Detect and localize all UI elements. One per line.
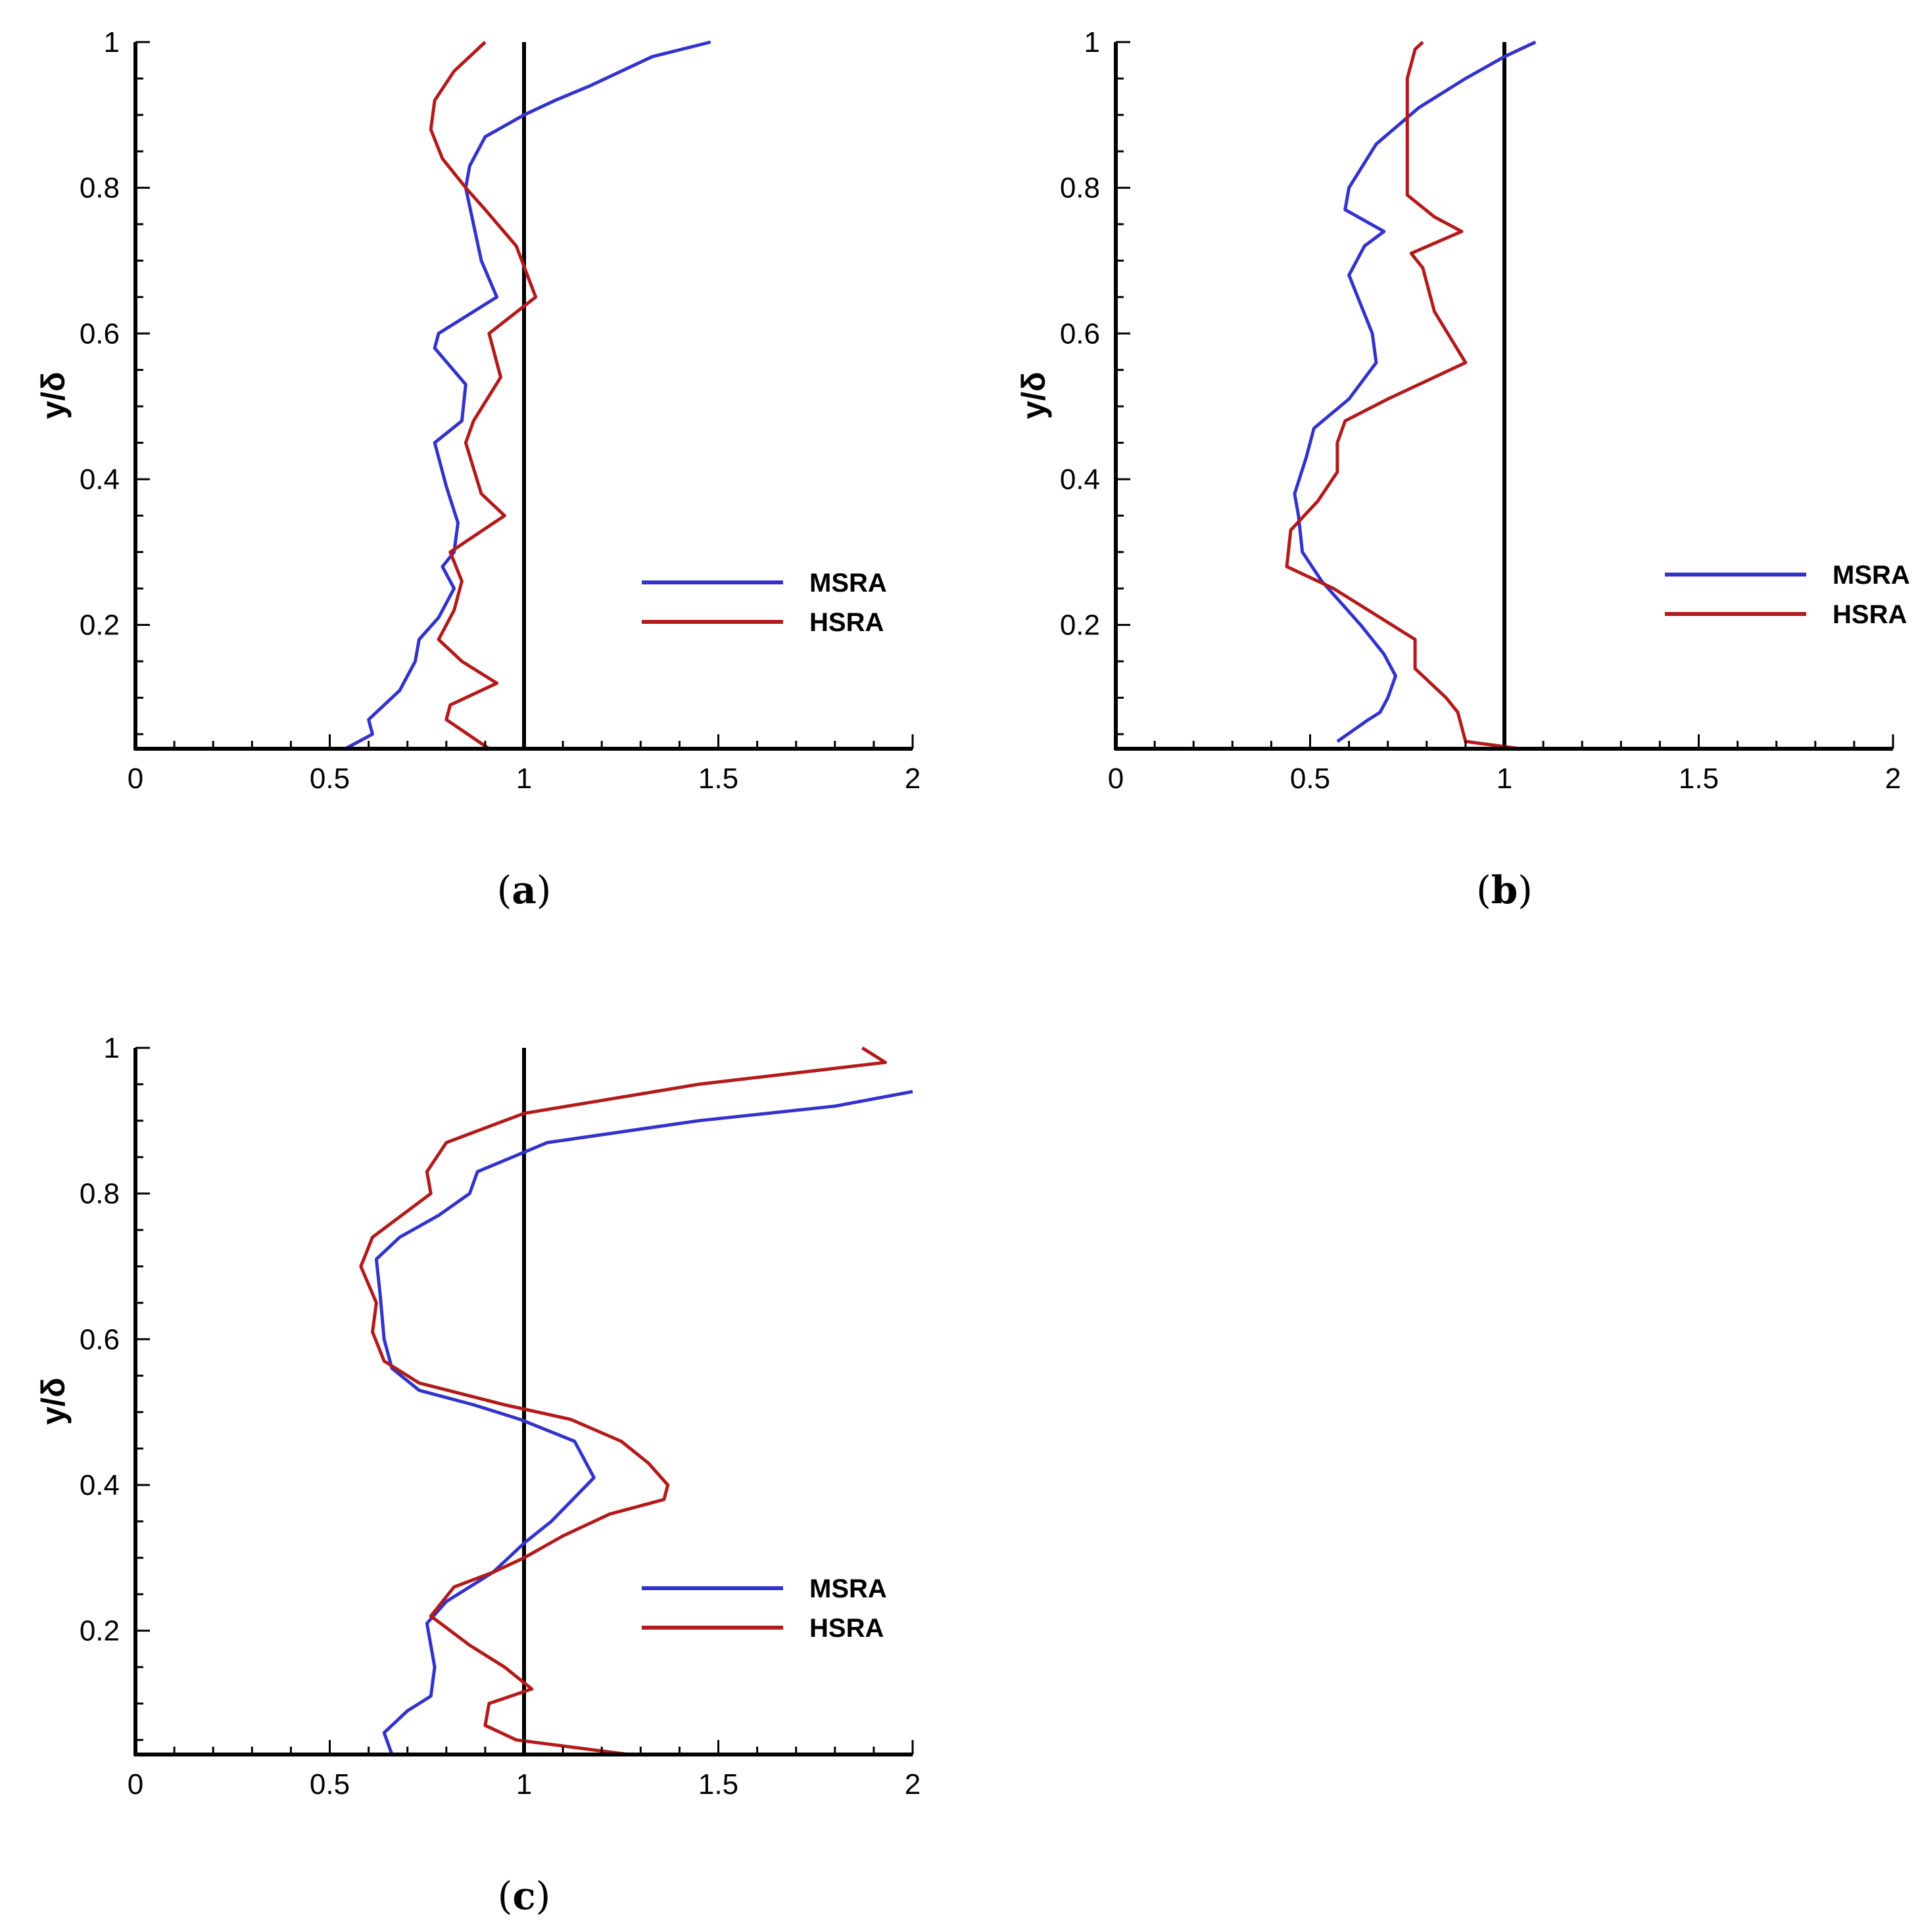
x-tick-label: 1.5 [1679, 763, 1719, 795]
x-tick-label: 0.5 [1290, 763, 1330, 795]
series-line-hsra [359, 1046, 888, 1756]
x-tick-label: 1.5 [698, 1768, 738, 1801]
panel-c: 0 0.5 1 1.5 2 0.2 0.4 0.6 0.8 1 y/δ MSRA HSRA (c) [35, 1032, 921, 1918]
y-tick-label: 0.6 [80, 318, 120, 350]
y-axis-title: y/δ [35, 371, 72, 419]
x-tick-label: 0 [1108, 763, 1124, 795]
legend-label-msra: MSRA [809, 569, 887, 598]
y-tick-label: 0.4 [80, 463, 120, 496]
y-tick-label: 0.2 [1060, 609, 1100, 642]
panel-b: 0 0.5 1 1.5 2 0.2 0.4 0.6 0.8 1 y/δ MSRA HSRA (b) [1015, 26, 1910, 912]
series-line-msra [1293, 40, 1537, 743]
x-tick-label: 1 [1497, 763, 1512, 795]
y-tick-label: 0.2 [80, 1615, 120, 1647]
y-axis-title: y/δ [1015, 371, 1052, 419]
legend-label-msra: MSRA [1833, 561, 1910, 590]
x-tick-label: 0.5 [310, 763, 350, 795]
y-tick-label: 0.2 [80, 609, 120, 642]
y-tick-label: 1 [1084, 26, 1100, 59]
y-tick-label: 0.4 [1060, 463, 1100, 496]
x-tick-label: 0 [128, 1768, 143, 1801]
y-tick-label: 0.4 [80, 1469, 120, 1501]
legend-label-msra: MSRA [809, 1574, 887, 1603]
y-tick-label: 1 [104, 1032, 120, 1064]
y-axis-title: y/δ [35, 1377, 72, 1425]
x-tick-label: 1.5 [698, 763, 738, 795]
y-tick-label: 0.8 [80, 1178, 120, 1210]
x-tick-label: 2 [905, 763, 921, 795]
series-line-msra [344, 40, 711, 751]
panel-a: 0 0.5 1 1.5 2 0.2 0.4 0.6 0.8 1 y/δ MSRA HSRA (a) [35, 26, 921, 912]
x-tick-label: 2 [1885, 763, 1901, 795]
y-tick-label: 1 [104, 26, 120, 59]
series-line-hsra [429, 41, 538, 751]
series-line-msra [374, 1090, 913, 1755]
series-line-hsra [1285, 41, 1520, 751]
x-tick-label: 0.5 [310, 1768, 350, 1801]
legend-label-hsra: HSRA [1833, 600, 1907, 629]
x-tick-label: 0 [128, 763, 143, 795]
y-tick-label: 0.8 [1060, 172, 1100, 204]
x-tick-label: 1 [516, 1768, 532, 1801]
x-tick-label: 2 [905, 1768, 921, 1801]
legend-label-hsra: HSRA [809, 1614, 884, 1643]
y-tick-label: 0.8 [80, 172, 120, 204]
panel-caption: (b) [1476, 868, 1533, 912]
panel-caption: (c) [498, 1873, 551, 1918]
x-tick-label: 1 [516, 763, 532, 795]
y-tick-label: 0.6 [1060, 318, 1100, 350]
panel-caption: (a) [497, 868, 552, 912]
y-tick-label: 0.6 [80, 1323, 120, 1355]
legend-label-hsra: HSRA [809, 608, 884, 637]
